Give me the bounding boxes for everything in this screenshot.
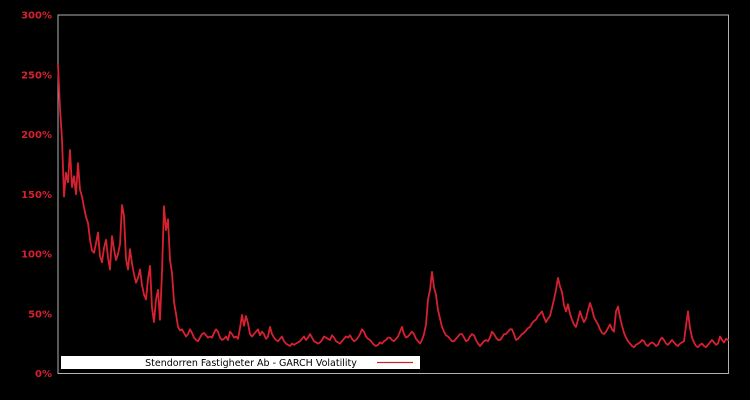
y-tick-label-300pct: 300% (21, 11, 52, 22)
volatility-line-series (57, 64, 729, 349)
y-axis-tick-labels: 0% 50% 100% 150% 200% 250% 300% (21, 11, 52, 381)
y-tick-label-0pct: 0% (35, 369, 52, 380)
y-tick-label-200pct: 200% (21, 130, 52, 141)
legend: Stendorren Fastigheter Ab - GARCH Volati… (61, 356, 420, 369)
plot-frame (57, 14, 729, 374)
y-tick-label-50pct: 50% (28, 309, 52, 320)
legend-box (61, 356, 420, 369)
y-tick-label-150pct: 150% (21, 190, 52, 201)
y-tick-label-100pct: 100% (21, 250, 52, 261)
y-tick-label-250pct: 250% (21, 70, 52, 81)
legend-label: Stendorren Fastigheter Ab - GARCH Volati… (145, 358, 357, 369)
